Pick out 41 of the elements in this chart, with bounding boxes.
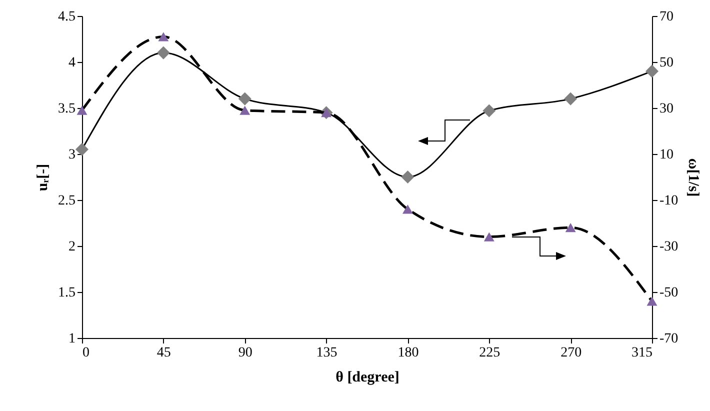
y2-tick-label: 10 xyxy=(660,148,674,162)
point xyxy=(565,223,576,232)
point xyxy=(158,32,169,42)
y2-tick-label: -30 xyxy=(660,240,678,254)
y-tick-label: 1.5 xyxy=(58,286,76,300)
x-axis-title: θ [degree] xyxy=(336,370,400,386)
x-tick-label: 90 xyxy=(238,346,252,360)
y2-tick-label: -50 xyxy=(660,286,678,300)
y-tick-label: 1 xyxy=(68,332,76,346)
y2-axis-title: ω[1/s] xyxy=(685,158,702,197)
y2-tick-label: -10 xyxy=(660,194,678,208)
point xyxy=(646,296,658,306)
x-tick-label: 180 xyxy=(398,346,419,360)
y2-tick-label: -70 xyxy=(660,332,678,346)
point xyxy=(240,106,250,115)
y2-tick-label: 70 xyxy=(660,10,674,24)
point xyxy=(482,104,496,118)
point xyxy=(484,232,494,242)
x-tick-label: 270 xyxy=(560,346,582,360)
point xyxy=(401,170,414,184)
x-tick-label: 225 xyxy=(479,346,500,360)
y-tick-label: 2 xyxy=(68,240,76,254)
x-tick-label: 45 xyxy=(156,346,171,360)
point xyxy=(75,142,89,156)
point xyxy=(564,92,578,106)
point xyxy=(402,204,413,214)
y2-tick-label: 50 xyxy=(660,56,674,70)
x-tick-label: 135 xyxy=(316,346,338,360)
y-tick-label: 3 xyxy=(68,148,76,162)
y-tick-label: 4.5 xyxy=(58,10,76,24)
x-tick-label: 315 xyxy=(632,346,652,360)
x-tick-label: 0 xyxy=(82,346,90,360)
y-tick-label: 4 xyxy=(68,56,76,70)
y-axis-title: uᵣ[-] xyxy=(35,164,51,192)
point xyxy=(645,64,659,78)
y-tick-label: 3.5 xyxy=(58,102,76,116)
point xyxy=(76,106,88,115)
y2-tick-label: 30 xyxy=(660,102,674,116)
y-tick-label: 2.5 xyxy=(58,194,76,208)
point xyxy=(238,92,252,106)
point xyxy=(156,46,170,60)
